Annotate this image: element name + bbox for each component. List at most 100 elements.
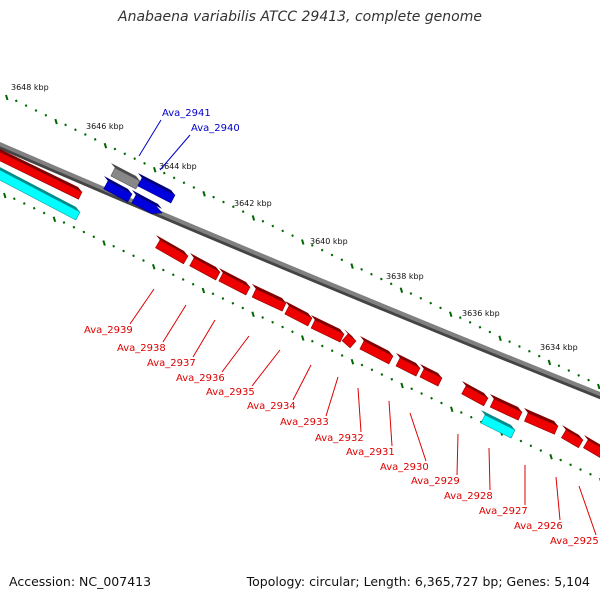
scale-minor-tick	[42, 211, 46, 215]
forward-strand-genes	[103, 163, 176, 214]
scale-minor-tick	[429, 301, 432, 305]
scale-minor-tick	[74, 128, 77, 132]
gene-block-face	[218, 272, 251, 296]
gene-block-top	[562, 425, 583, 440]
scale-minor-tick	[409, 292, 413, 295]
scale-minor-tick	[22, 202, 26, 205]
gene-block-face	[110, 167, 141, 190]
scale-minor-tick	[539, 449, 543, 452]
reverse-label-connector	[325, 376, 339, 417]
scale-minor-tick	[340, 258, 344, 262]
scale-minor-tick	[469, 415, 473, 419]
reverse-gene-label: Ava_2928	[444, 491, 493, 502]
reverse-gene	[189, 253, 221, 281]
scale-minor-tick	[32, 206, 36, 210]
scale-minor-tick	[113, 147, 117, 151]
scale-tick-labels: 3648 kbp 3646 kbp 3644 kbp 3642 kbp 3640 kbp…	[11, 83, 578, 352]
gene-block-face	[103, 180, 133, 203]
scale-minor-tick	[439, 306, 442, 310]
scale-minor-tick	[14, 99, 18, 103]
scale-minor-tick	[419, 296, 423, 300]
scale-major-tick	[597, 383, 600, 390]
scale-minor-tick	[587, 378, 590, 382]
reverse-gene	[524, 408, 559, 435]
reverse-label-connector	[251, 349, 281, 387]
scale-major-tick	[52, 216, 57, 223]
scale-minor-tick	[143, 162, 146, 165]
backbone-layer	[0, 141, 600, 400]
gene-block-top	[132, 190, 162, 209]
gene-block-face	[359, 340, 394, 365]
gene-block-top	[138, 173, 175, 195]
scale-major-tick	[54, 118, 58, 125]
scale-major-tick	[449, 311, 453, 318]
gene-block-top	[252, 284, 286, 303]
reverse-label-connector	[409, 412, 427, 462]
reverse-gene-label: Ava_2938	[117, 343, 166, 354]
gene-block-face	[284, 305, 313, 327]
forward-gene	[103, 176, 133, 203]
scale-minor-tick	[567, 369, 571, 372]
scale-minor-tick	[122, 249, 125, 253]
gene-block-face	[310, 319, 345, 343]
scale-minor-tick	[557, 364, 561, 368]
scale-major-tick	[152, 263, 156, 270]
scale-minor-tick	[577, 373, 580, 377]
scale-minor-tick	[133, 157, 136, 160]
gene-block-top	[285, 301, 312, 318]
scale-major-tick	[450, 406, 454, 413]
gene-block-top	[311, 315, 344, 334]
scale-major-tick	[350, 263, 354, 269]
reverse-gene-label: Ava_2934	[247, 401, 296, 412]
scale-major-tick	[102, 240, 106, 246]
scale-minor-tick	[212, 195, 215, 199]
scale-minor-tick	[13, 197, 16, 201]
gene-block-face	[189, 257, 221, 281]
reverse-gene	[284, 301, 313, 327]
gene-block-face	[131, 194, 163, 214]
scale-minor-tick	[172, 176, 176, 180]
scale-tick-label: 3642 kbp	[234, 199, 272, 208]
scale-minor-tick	[529, 444, 533, 448]
reverse-label-connector	[388, 400, 393, 447]
gene-block-face	[419, 368, 443, 387]
scale-minor-tick	[330, 349, 334, 353]
scale-major-tick	[301, 335, 305, 341]
scale-minor-tick	[123, 152, 127, 156]
scale-minor-tick	[191, 282, 195, 286]
scale-minor-tick	[241, 306, 245, 310]
scale-minor-tick	[440, 401, 443, 405]
reverse-gene	[489, 394, 523, 421]
gene-block-face	[489, 398, 523, 421]
reverse-gene	[461, 381, 489, 407]
gene-block-top	[490, 394, 522, 412]
scale-minor-tick	[24, 104, 28, 108]
scale-minor-tick	[311, 339, 314, 343]
scale-minor-tick	[182, 181, 186, 185]
rna-gene	[0, 167, 81, 221]
reverse-gene	[310, 315, 345, 343]
scale-minor-tick	[458, 316, 462, 319]
gene-block-face	[0, 151, 83, 200]
gene-block-face	[480, 414, 516, 439]
reverse-label-connector	[488, 447, 491, 491]
reverse-gene-labels: Ava_2939 Ava_2938 Ava_2937 Ava_2936 Ava_2935…	[84, 325, 599, 547]
scale-major-tick	[399, 287, 404, 293]
forward-gene-labels: Ava_2941 Ava_2940	[162, 108, 240, 134]
scale-minor-tick	[34, 109, 38, 112]
scale-minor-tick	[82, 230, 86, 234]
scale-minor-tick	[468, 321, 472, 324]
scale-minor-tick	[261, 219, 265, 223]
scale-minor-tick	[340, 354, 344, 357]
scale-minor-tick	[430, 396, 433, 400]
reverse-label-connector	[456, 433, 459, 476]
forward-gene-arrow	[131, 190, 163, 214]
scale-minor-tick	[310, 243, 314, 247]
scale-minor-tick	[132, 254, 135, 258]
scale-minor-tick	[478, 325, 482, 329]
reverse-gene	[395, 353, 421, 377]
scale-minor-tick	[192, 186, 196, 189]
scale-major-tick	[301, 239, 305, 245]
scale-minor-tick	[330, 253, 334, 257]
